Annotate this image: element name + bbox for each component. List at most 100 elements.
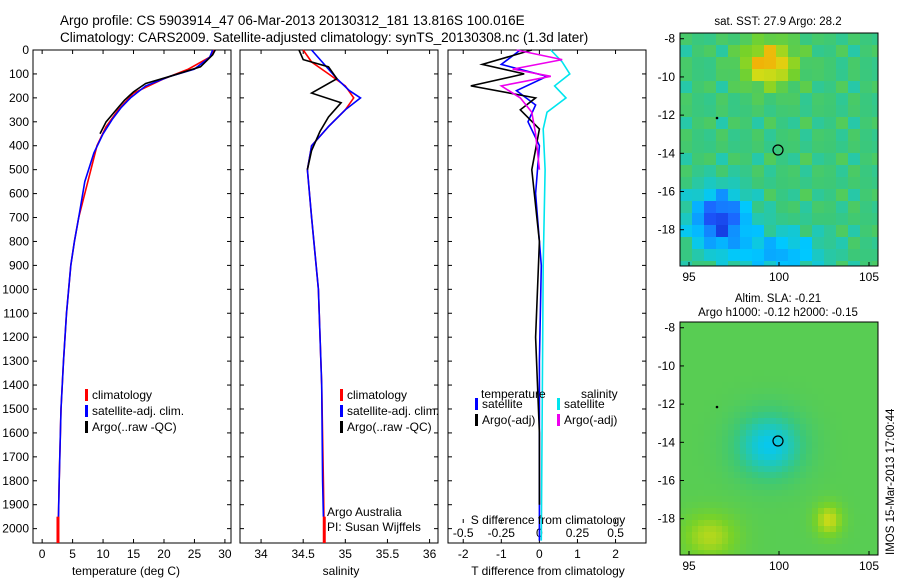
map-cell [776,454,783,461]
map-cell [776,430,783,437]
map-cell [788,352,795,359]
map-cell [788,364,795,371]
map-cell [812,538,819,545]
map-cell [710,376,717,383]
map-cell [830,508,837,515]
map-cell [746,508,753,515]
map-cell [734,340,741,347]
map-cell [860,466,867,473]
map-cell [770,448,777,455]
map-cell [794,508,801,515]
map-cell [872,177,879,190]
map-y-tick-label: -12 [658,108,676,122]
map-cell [824,502,831,509]
map-cell [770,472,777,479]
map-cell [776,508,783,515]
map-cell [872,225,879,238]
map-cell [722,508,729,515]
map-cell [848,508,855,515]
map-cell [824,508,831,515]
map-cell [764,261,777,267]
map-cell [704,454,711,461]
map-cell [764,249,777,262]
map-cell [704,225,717,238]
map-cell [788,105,801,118]
map-cell [746,538,753,545]
map-cell [686,442,693,449]
map-cell [872,57,879,70]
map-cell [746,382,753,389]
map-cell [788,81,801,94]
map-cell [704,412,711,419]
map-cell [818,364,825,371]
map-cell [692,93,705,106]
depth-tick-label: 400 [9,139,29,153]
map-cell [740,201,753,214]
map-cell [842,460,849,467]
map-cell [710,490,717,497]
map-cell [860,346,867,353]
map-cell [770,496,777,503]
map-cell [848,526,855,533]
map-cell [836,496,843,503]
map-cell [716,436,723,443]
map-cell [758,424,765,431]
map-cell [872,400,879,407]
map-cell [788,328,795,335]
map-cell [782,358,789,365]
map-cell [848,376,855,383]
map-cell [848,322,855,329]
map-cell [740,484,747,491]
map-cell [812,388,819,395]
map-cell [872,532,879,539]
map-cell [818,358,825,365]
map-cell [758,460,765,467]
map-cell [716,520,723,527]
map-cell [704,322,711,329]
map-cell [740,364,747,371]
map-cell [872,484,879,491]
map-cell [854,388,861,395]
map-cell [860,370,867,377]
map-cell [728,141,741,154]
map-cell [872,436,879,443]
map-y-tick-label: -18 [658,512,676,526]
map-cell [728,490,735,497]
map-cell [866,508,873,515]
map-cell [692,472,699,479]
map-cell [788,237,801,250]
map-cell [836,508,843,515]
map-cell [680,370,687,377]
map-cell [728,412,735,419]
map-cell [716,177,729,190]
map-cell [824,261,837,267]
map-cell [680,346,687,353]
map-cell [686,328,693,335]
map-cell [722,532,729,539]
map-cell [734,484,741,491]
map-cell [770,424,777,431]
map-cell [806,376,813,383]
map-cell [788,538,795,545]
map-cell [710,478,717,485]
map-cell [818,508,825,515]
map-cell [848,189,861,202]
map-cell [794,406,801,413]
map-cell [680,340,687,347]
salinity-panel: 34 34.5 35 35.5 36climatologysatellite-adj. … [239,49,439,578]
depth-tick-label: 1400 [2,378,29,392]
map-cell [854,346,861,353]
map-cell [752,201,765,214]
map-cell [818,484,825,491]
map-cell [704,81,717,94]
map-cell [812,340,819,347]
map-cell [812,141,825,154]
map-cell [764,322,771,329]
map-cell [800,424,807,431]
map-cell [848,165,861,178]
map-cell [872,520,879,527]
map-cell [710,412,717,419]
map-cell [866,520,873,527]
map-cell [812,382,819,389]
map-cell [734,388,741,395]
